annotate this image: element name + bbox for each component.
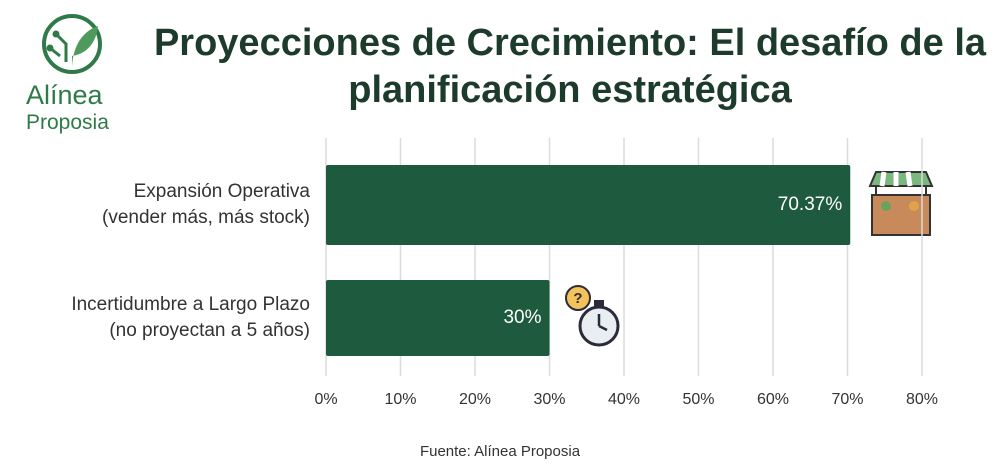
x-tick-label: 20% <box>459 391 491 408</box>
value-label: 70.37% <box>778 194 843 215</box>
logo-icon <box>42 14 102 74</box>
x-tick-label: 60% <box>757 391 789 408</box>
logo-name: Alínea <box>26 80 103 110</box>
category-label: Expansión Operativa (vender más, más sto… <box>102 181 310 228</box>
market-stall-icon <box>868 171 934 236</box>
bar <box>326 165 851 245</box>
value-label: 30% <box>503 307 541 328</box>
x-tick-label: 30% <box>533 391 565 408</box>
bar <box>326 280 550 356</box>
chart-title: Proyecciones de Crecimiento: El desafío … <box>153 22 987 111</box>
source-note: Fuente: Alínea Proposia <box>419 443 581 460</box>
x-tick-label: 50% <box>682 391 714 408</box>
category-label: Incertidumbre a Largo Plazo (no proyecta… <box>71 294 310 341</box>
x-tick-label: 0% <box>314 391 337 408</box>
logo-tagline: Proposia <box>26 111 109 134</box>
svg-text:?: ? <box>573 290 582 307</box>
x-tick-label: 70% <box>831 391 863 408</box>
x-tick-label: 40% <box>608 391 640 408</box>
x-tick-label: 10% <box>384 391 416 408</box>
stopwatch-icon: ? <box>565 285 620 347</box>
x-tick-label: 80% <box>906 391 938 408</box>
